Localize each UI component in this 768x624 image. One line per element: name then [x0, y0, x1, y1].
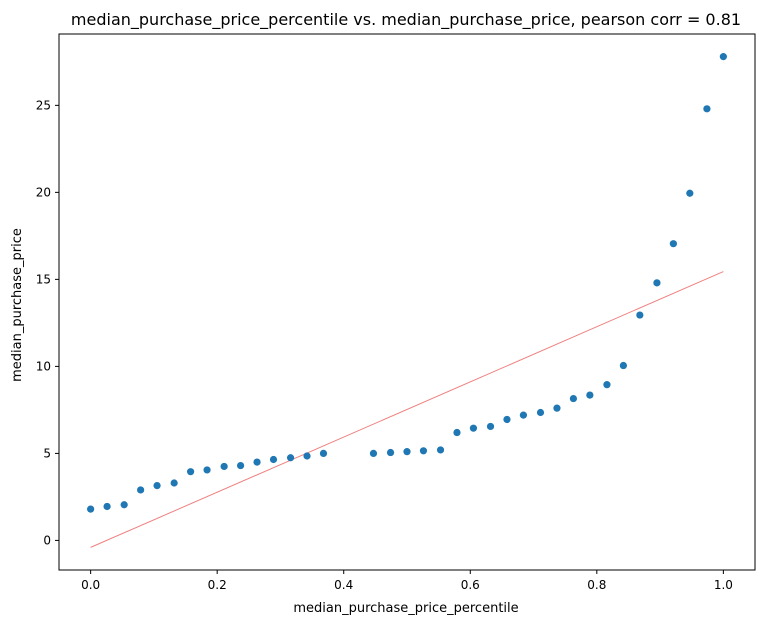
y-axis-label: median_purchase_price: [10, 228, 25, 382]
data-point: [453, 428, 461, 437]
data-point: [269, 455, 278, 464]
data-point: [486, 422, 495, 431]
y-tick-label: 10: [36, 359, 51, 373]
data-point: [220, 462, 228, 471]
y-tick-label: 25: [36, 98, 51, 112]
x-axis-label: median_purchase_price_percentile: [293, 601, 518, 616]
y-axis-ticks: 0 5 10 15 20 25: [36, 98, 59, 547]
data-point: [319, 449, 328, 458]
data-points: [87, 53, 727, 513]
data-point: [120, 501, 128, 509]
x-tick-label: 0.8: [587, 578, 606, 592]
data-point: [170, 479, 178, 487]
data-point: [403, 448, 411, 456]
data-point: [236, 461, 245, 470]
data-point: [303, 452, 311, 460]
data-point: [653, 279, 661, 287]
fit-line-layer: [90, 271, 724, 548]
y-tick-label: 20: [36, 185, 51, 199]
data-point: [187, 468, 195, 476]
data-point: [586, 391, 594, 399]
data-point: [669, 240, 677, 248]
data-point: [519, 411, 528, 419]
data-point: [286, 454, 295, 462]
regression-line: [90, 271, 724, 548]
data-point: [619, 361, 627, 370]
data-point: [153, 481, 161, 490]
data-point: [103, 502, 111, 511]
x-tick-label: 1.0: [714, 578, 733, 592]
x-tick-label: 0.0: [81, 578, 100, 592]
data-point: [137, 486, 145, 494]
data-point: [703, 105, 711, 113]
data-point: [369, 449, 378, 458]
data-point: [469, 424, 478, 432]
data-point: [253, 458, 261, 466]
chart-title: median_purchase_price_percentile vs. med…: [71, 10, 741, 30]
data-point: [203, 466, 211, 474]
x-tick-label: 0.4: [334, 578, 353, 592]
data-point: [87, 505, 95, 513]
data-point: [569, 394, 578, 403]
x-tick-label: 0.6: [461, 578, 480, 592]
y-tick-label: 15: [36, 272, 51, 286]
data-point: [719, 53, 727, 61]
data-point: [636, 311, 644, 319]
x-axis-ticks: 0.0 0.2 0.4 0.6 0.8 1.0: [81, 570, 733, 592]
data-point: [436, 446, 445, 454]
data-point: [553, 404, 561, 412]
plot-frame: [58, 33, 756, 571]
data-point: [686, 189, 694, 197]
data-point: [536, 408, 545, 417]
x-tick-label: 0.2: [208, 578, 227, 592]
data-point: [419, 447, 428, 455]
y-tick-label: 5: [43, 446, 51, 460]
data-point: [603, 381, 611, 389]
data-point: [503, 415, 511, 424]
data-point: [386, 448, 395, 457]
y-tick-label: 0: [43, 533, 51, 547]
